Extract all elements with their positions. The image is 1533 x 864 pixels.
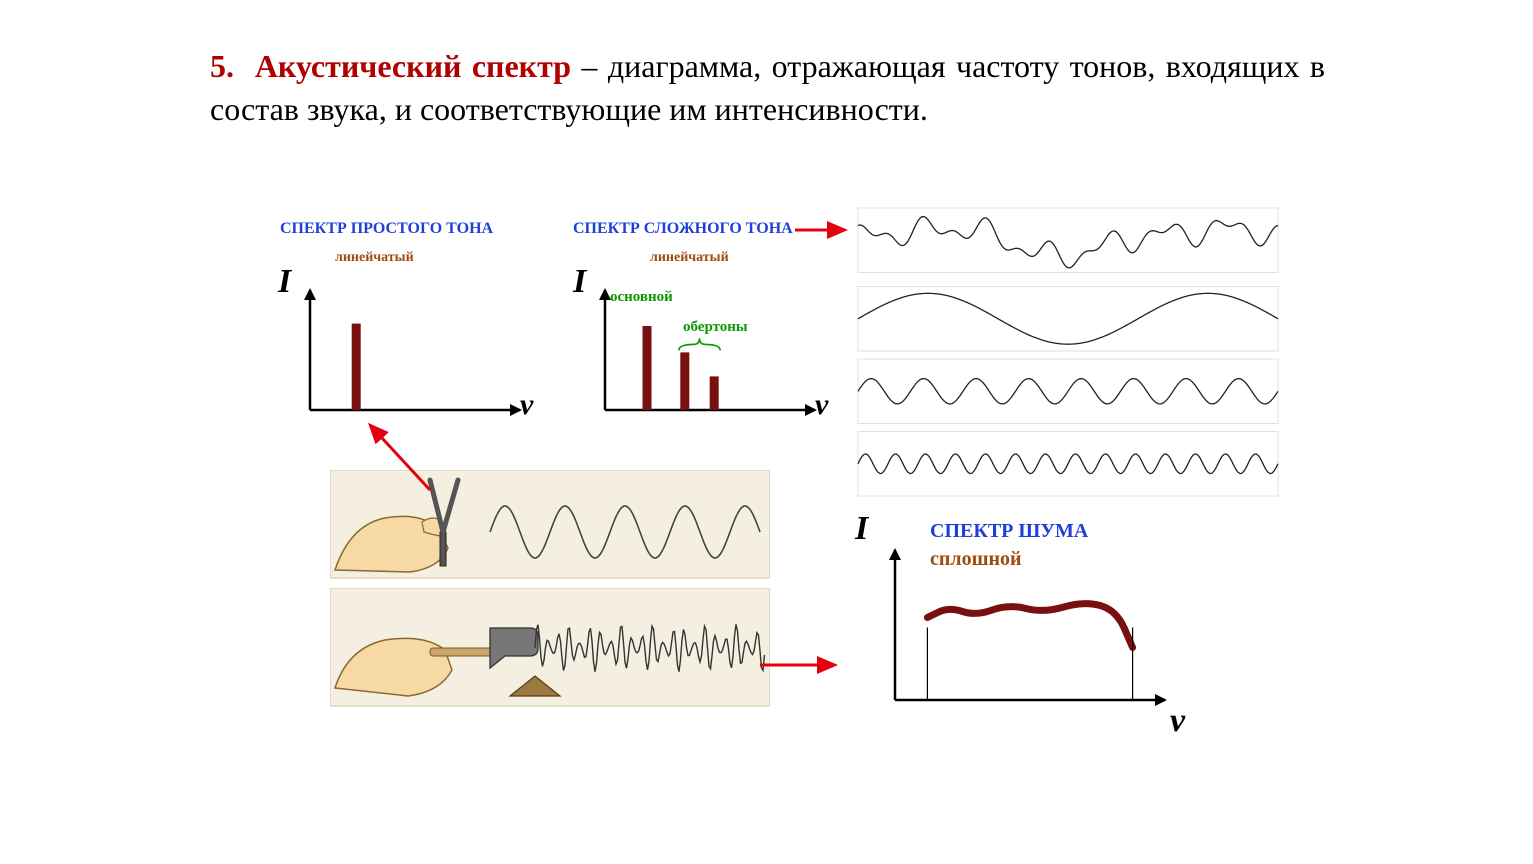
arrow-noise-to-spectrum — [760, 650, 850, 680]
waveforms-panel — [850, 190, 1290, 500]
noise-spectrum-chart — [870, 520, 1200, 730]
arrow-fork-to-simple — [360, 415, 480, 505]
simple-spectrum-subtitle: линейчатый — [335, 250, 414, 266]
simple-spectrum-chart — [290, 270, 550, 430]
arrow-to-waveforms — [795, 220, 855, 240]
complex-spectrum-title: СПЕКТР СЛОЖНОГО ТОНА — [573, 220, 793, 238]
noise-y-label: I — [855, 510, 868, 548]
slide-heading: 5. Акустический спектр – диаграмма, отра… — [210, 45, 1325, 131]
term-text — [244, 48, 254, 84]
simple-spectrum-title: СПЕКТР ПРОСТОГО ТОНА — [280, 220, 493, 238]
complex-spectrum-chart — [585, 270, 845, 430]
term-number: 5. — [210, 48, 234, 84]
complex-spectrum-subtitle: линейчатый — [650, 250, 729, 266]
noise-illustration — [330, 588, 770, 708]
